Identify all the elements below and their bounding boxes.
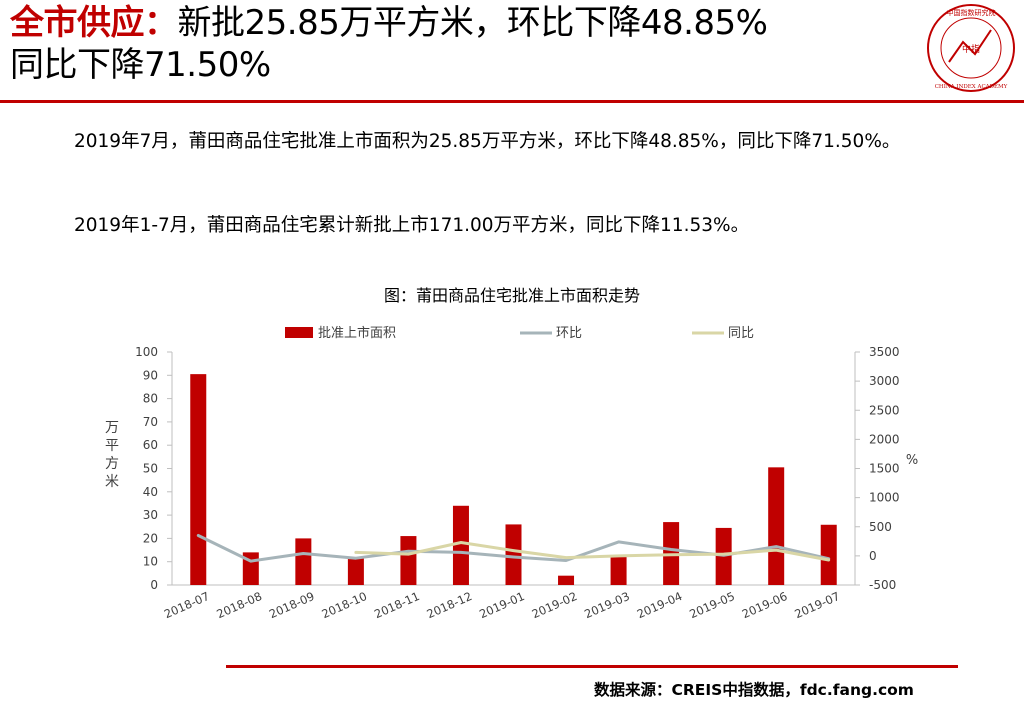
- bar: [347, 558, 364, 585]
- legend-swatch-bar: [285, 327, 313, 338]
- x-tick-label: 2018-09: [267, 589, 317, 621]
- x-tick-label: 2019-06: [740, 589, 790, 621]
- x-tick-label: 2018-08: [214, 589, 264, 621]
- right-tick-label: -500: [869, 578, 896, 592]
- x-tick-label: 2019-03: [582, 589, 632, 621]
- left-axis-title-char: 方: [105, 456, 119, 472]
- legend-label-mom: 环比: [556, 326, 582, 341]
- x-tick-label: 2018-10: [320, 589, 370, 621]
- x-tick-label: 2019-05: [687, 589, 737, 621]
- right-tick-label: 3500: [869, 345, 900, 359]
- right-tick-label: 2000: [869, 432, 900, 446]
- left-tick-label: 20: [143, 531, 158, 545]
- x-tick-label: 2019-02: [530, 589, 580, 621]
- logo-ring-bottom: CHINA INDEX ACADEMY: [935, 84, 1008, 90]
- bar: [400, 536, 417, 585]
- yoy-line: [354, 541, 831, 562]
- x-tick-label: 2019-01: [477, 589, 527, 621]
- left-tick-label: 90: [143, 368, 158, 382]
- left-axis-title-char: 米: [105, 474, 119, 490]
- right-tick-label: 1000: [869, 491, 900, 505]
- supply-chart: 0 10 20 30 40 50 60 70 80 90 100 -500 0 500 1000 1500 20…: [105, 325, 918, 621]
- bar: [610, 555, 627, 585]
- bar: [558, 575, 575, 585]
- right-axis-title: %: [906, 453, 918, 468]
- x-tick-label: 2019-04: [635, 589, 685, 621]
- x-tick-label: 2018-12: [425, 589, 475, 621]
- right-tick-label: 1500: [869, 462, 900, 476]
- bar: [452, 505, 469, 585]
- bar: [768, 467, 785, 585]
- headline-summary: 新批25.85万平方米，环比下降48.85%: [177, 3, 768, 43]
- right-tick-label: 2500: [869, 403, 900, 417]
- headline: 全市供应：新批25.85万平方米，环比下降48.85% 同比下降71.50%: [10, 2, 930, 86]
- headline-keyword: 全市供应：: [10, 3, 178, 43]
- china-index-academy-logo: 中指 中国指数研究院 CHINA INDEX ACADEMY: [927, 4, 1015, 92]
- left-tick-label: 70: [143, 415, 158, 429]
- left-tick-label: 60: [143, 438, 158, 452]
- x-tick-label: 2019-07: [792, 589, 842, 621]
- right-tick-label: 500: [869, 520, 892, 534]
- left-tick-label: 50: [143, 462, 158, 476]
- left-axis-title-char: 万: [105, 420, 119, 436]
- bar: [190, 374, 207, 585]
- x-tick-label: 2018-07: [162, 589, 212, 621]
- legend-label-yoy: 同比: [728, 326, 754, 341]
- headline-summary-2: 同比下降71.50%: [10, 45, 271, 85]
- paragraph-1: 2019年7月，莆田商品住宅批准上市面积为25.85万平方米，环比下降48.85…: [74, 131, 901, 152]
- footer-divider: [226, 665, 958, 668]
- left-tick-label: 80: [143, 392, 158, 406]
- left-tick-label: 100: [135, 345, 158, 359]
- x-tick-label: 2018-11: [372, 589, 422, 621]
- left-tick-label: 30: [143, 508, 158, 522]
- chart-title: 图：莆田商品住宅批准上市面积走势: [383, 286, 640, 305]
- right-tick-label: 3000: [869, 374, 900, 388]
- left-tick-label: 0: [150, 578, 158, 592]
- left-tick-label: 40: [143, 485, 158, 499]
- bar: [505, 524, 522, 585]
- legend-label-bar: 批准上市面积: [318, 325, 396, 341]
- paragraph-2: 2019年1-7月，莆田商品住宅累计新批上市171.00万平方米，同比下降11.…: [74, 215, 750, 236]
- right-tick-label: 0: [869, 549, 877, 563]
- data-source: 数据来源：CREIS中指数据，fdc.fang.com: [594, 681, 914, 699]
- left-axis-title-char: 平: [105, 438, 119, 454]
- logo-ring-top: 中国指数研究院: [947, 8, 996, 17]
- bar: [820, 524, 837, 585]
- bar: [295, 538, 312, 585]
- logo-center-text: 中指: [962, 43, 980, 55]
- left-tick-label: 10: [143, 555, 158, 569]
- header-divider: [0, 100, 1024, 103]
